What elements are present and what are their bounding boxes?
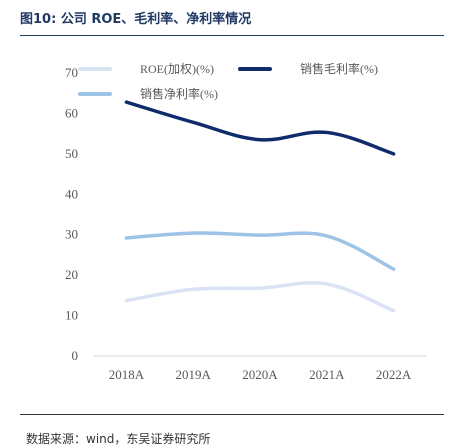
y-tick-label: 50 [65,146,78,161]
y-tick-label: 60 [65,105,78,120]
source-note: 数据来源：wind，东吴证券研究所 [26,430,210,447]
y-tick-label: 20 [65,267,78,282]
x-tick-label: 2022A [376,367,412,382]
series-lines [126,102,393,311]
y-tick-label: 70 [65,65,78,80]
source-rule [20,414,444,415]
x-tick-label: 2020A [242,367,278,382]
x-tick-label: 2019A [176,367,212,382]
y-tick-label: 40 [65,186,78,201]
series-line-0 [126,283,393,311]
series-line-2 [126,233,393,269]
x-tick-label: 2021A [309,367,345,382]
y-tick-label: 0 [72,348,79,363]
series-line-1 [126,102,393,154]
x-tick-label: 2018A [109,367,145,382]
y-tick-label: 30 [65,227,78,242]
y-tick-label: 10 [65,308,78,323]
axes: 0 10 20 30 40 50 60 70 2018A 2019A 2020A 2021A 2022A [65,65,427,382]
